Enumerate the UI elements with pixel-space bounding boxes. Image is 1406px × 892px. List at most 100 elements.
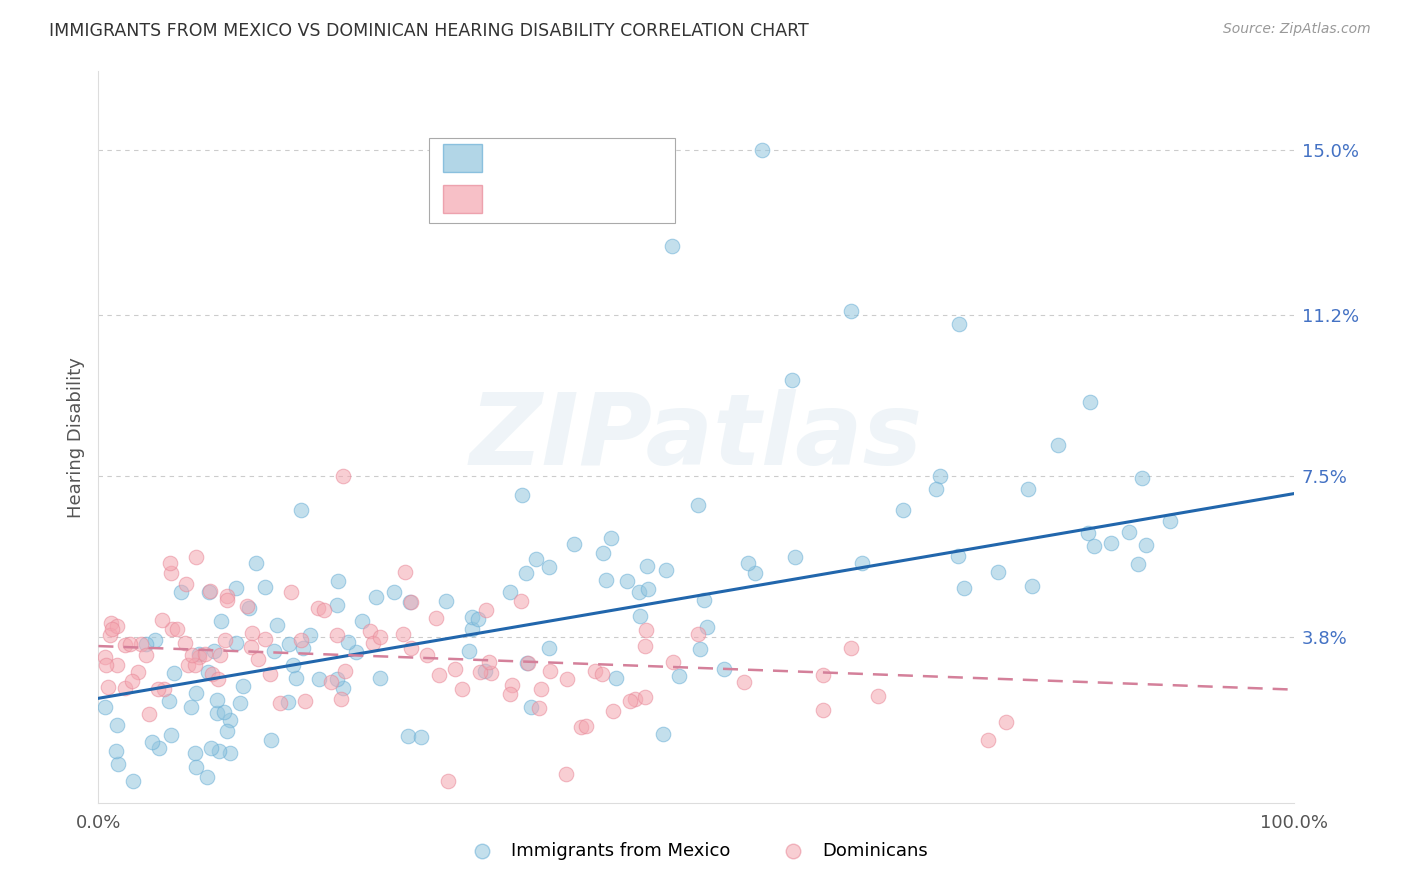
Point — [114, 638, 136, 652]
Point — [160, 728, 183, 742]
Point — [180, 700, 202, 714]
Point — [284, 671, 307, 685]
Text: N =: N = — [589, 149, 638, 167]
Point — [689, 642, 711, 657]
Point — [186, 686, 208, 700]
Point — [225, 636, 247, 650]
Point — [925, 483, 948, 497]
Point — [337, 635, 360, 649]
Point — [238, 601, 260, 615]
Point — [202, 644, 225, 658]
Point — [562, 537, 585, 551]
Point — [555, 766, 578, 780]
Point — [1118, 524, 1140, 539]
Point — [399, 641, 422, 656]
Point — [893, 503, 915, 517]
Point — [321, 675, 343, 690]
Point — [633, 639, 655, 653]
Point — [668, 669, 690, 683]
Point — [94, 657, 117, 672]
Point — [298, 628, 321, 642]
Point — [335, 665, 357, 679]
Point — [146, 682, 169, 697]
Point — [197, 665, 219, 679]
Point — [751, 143, 773, 157]
Point — [1135, 538, 1157, 552]
Point — [236, 599, 259, 614]
Point — [184, 657, 207, 672]
Point — [744, 566, 766, 581]
Point — [416, 648, 439, 662]
Point — [479, 665, 502, 680]
Point — [946, 549, 969, 563]
Point — [198, 584, 221, 599]
Point — [458, 643, 481, 657]
Point — [153, 682, 176, 697]
Point — [361, 636, 384, 650]
Point — [654, 563, 676, 577]
Point — [195, 771, 218, 785]
Point — [637, 582, 659, 596]
Point — [326, 628, 349, 642]
Text: IMMIGRANTS FROM MEXICO VS DOMINICAN HEARING DISABILITY CORRELATION CHART: IMMIGRANTS FROM MEXICO VS DOMINICAN HEAR… — [49, 22, 808, 40]
Point — [995, 714, 1018, 729]
Point — [105, 718, 128, 732]
Point — [187, 647, 209, 661]
Point — [308, 672, 330, 686]
Point — [1126, 557, 1149, 571]
Point — [209, 648, 232, 662]
Point — [107, 756, 129, 771]
Point — [686, 627, 709, 641]
Point — [851, 556, 873, 570]
Point — [537, 640, 560, 655]
Point — [785, 550, 807, 565]
Point — [475, 603, 498, 617]
Text: R =: R = — [494, 190, 531, 208]
Point — [1017, 483, 1039, 497]
Point — [217, 589, 239, 603]
Point — [591, 667, 613, 681]
Point — [344, 645, 367, 659]
Point — [811, 703, 834, 717]
Point — [141, 735, 163, 749]
Point — [569, 720, 592, 734]
Text: 121: 121 — [638, 149, 675, 167]
Point — [266, 618, 288, 632]
Point — [170, 585, 193, 599]
Point — [434, 593, 457, 607]
Point — [427, 668, 450, 682]
Point — [350, 614, 373, 628]
Point — [1080, 395, 1102, 409]
Point — [277, 695, 299, 709]
Point — [696, 620, 718, 634]
Point — [516, 656, 538, 670]
Point — [183, 746, 205, 760]
Point — [240, 640, 263, 654]
Point — [628, 585, 651, 599]
Point — [207, 672, 229, 686]
Point — [104, 744, 127, 758]
Point — [634, 690, 657, 704]
Point — [384, 585, 406, 599]
Point — [510, 488, 533, 502]
Point — [370, 671, 392, 685]
Point — [314, 603, 336, 617]
Point — [953, 581, 976, 595]
Point — [326, 574, 349, 588]
Point — [394, 565, 416, 579]
Point — [184, 760, 207, 774]
Point — [538, 560, 561, 574]
Point — [733, 675, 755, 690]
Point — [200, 667, 222, 681]
Point — [294, 694, 316, 708]
Point — [245, 556, 267, 570]
Point — [157, 694, 180, 708]
Point — [392, 627, 415, 641]
Point — [292, 640, 315, 655]
Point — [107, 619, 129, 633]
Point — [176, 658, 198, 673]
Point — [928, 468, 950, 483]
Text: 100: 100 — [638, 190, 675, 208]
Point — [529, 701, 551, 715]
Point — [217, 723, 239, 738]
